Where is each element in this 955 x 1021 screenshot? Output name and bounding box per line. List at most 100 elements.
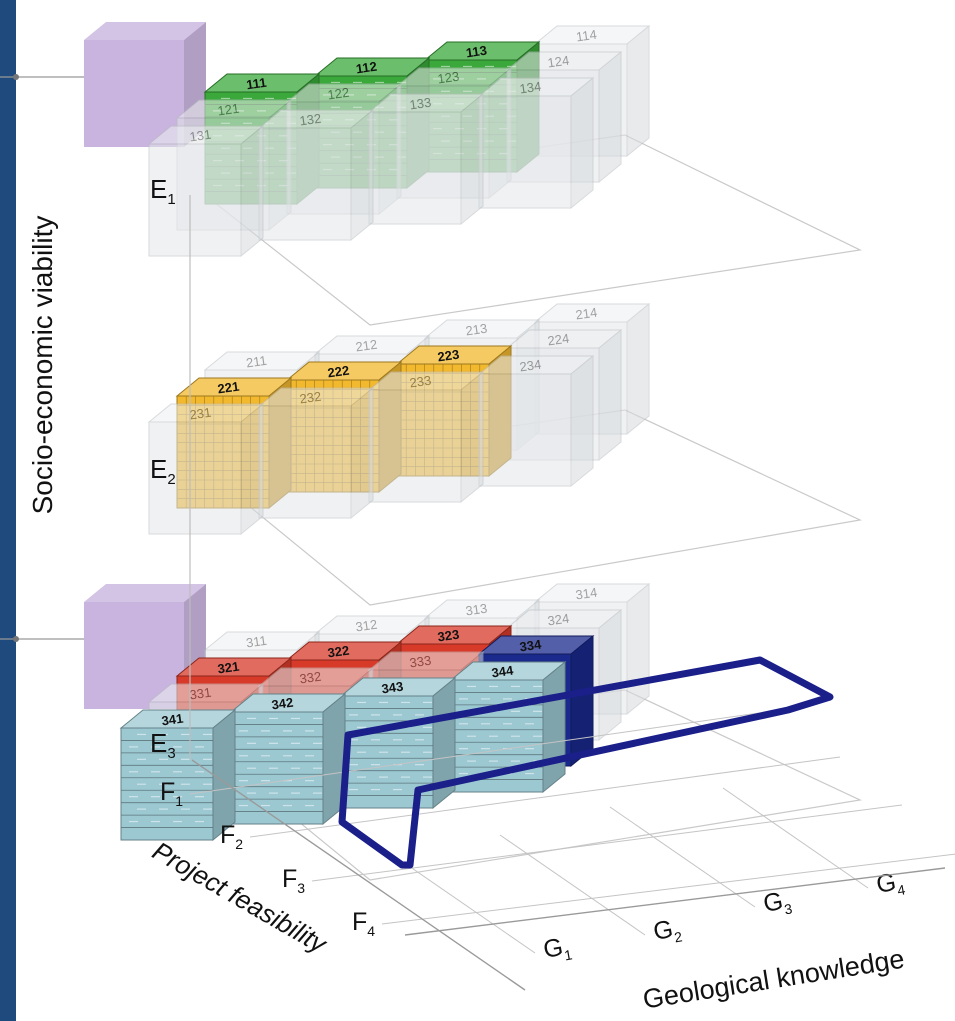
- cube-code-label: 112: [355, 59, 378, 77]
- tick-sub: 3: [297, 880, 305, 896]
- horizontal-axis-line: [404, 867, 946, 936]
- cube-side: [240, 402, 264, 536]
- cube-code-label: 211: [245, 353, 268, 371]
- cube-code-label: 234: [519, 357, 543, 375]
- cube-front: [258, 405, 352, 519]
- cube-side: [350, 108, 374, 242]
- horizontal-axis-title: Geological knowledge: [641, 944, 907, 1015]
- cube-code-label: 232: [299, 389, 323, 407]
- tick-sub: 2: [673, 928, 684, 945]
- tick-g1: G1: [541, 932, 573, 967]
- cube-code-label: 331: [189, 685, 213, 703]
- cube-code-label: 124: [547, 53, 571, 71]
- cube-code-label: 344: [491, 663, 515, 681]
- cube-front: [368, 389, 462, 503]
- cube-code-label: 131: [189, 127, 213, 145]
- depth-axis-line: [191, 759, 526, 991]
- tick-sub: 4: [367, 923, 375, 939]
- cube-132: 132: [257, 108, 375, 242]
- cube-side: [542, 660, 566, 794]
- depth-axis-title: Project feasibility: [148, 835, 334, 960]
- marker-cube-top: [0, 22, 206, 147]
- cube-side: [350, 386, 374, 520]
- cube-code-label: 113: [465, 43, 488, 61]
- cube-code-label: 341: [161, 711, 185, 729]
- tick-sub: 1: [175, 793, 183, 809]
- cube-code-label: 224: [547, 331, 571, 349]
- cube-code-label: 314: [575, 585, 599, 603]
- cube-side: [598, 608, 622, 742]
- tick-g4: G4: [874, 867, 906, 902]
- cube-side: [598, 50, 622, 184]
- cube-234: 234: [477, 354, 595, 488]
- cube-code-label: 332: [299, 669, 323, 687]
- cube-341: 341: [119, 708, 237, 842]
- cube-code-label: 213: [465, 321, 489, 339]
- cube-side: [626, 24, 650, 158]
- purple-top: [84, 22, 206, 40]
- cube-code-label: 321: [217, 659, 241, 677]
- cube-code-label: 114: [575, 27, 598, 45]
- g-gridline: [499, 834, 646, 936]
- cube-side: [570, 76, 594, 210]
- cube-code-label: 111: [245, 75, 267, 93]
- g-gridline: [389, 852, 536, 954]
- cube-front: [258, 127, 352, 241]
- leader-dot: [13, 636, 19, 642]
- cube-side: [598, 328, 622, 462]
- g-gridline: [609, 806, 756, 908]
- level-e2: 214 213 212 211 224 223 222 221 234 233 232 231: [147, 302, 862, 606]
- tick-f4: F4: [352, 908, 375, 939]
- cube-code-label: 221: [217, 379, 241, 397]
- cube-side: [460, 370, 484, 504]
- cube-code-label: 312: [355, 617, 379, 635]
- cube-code-label: 212: [355, 337, 379, 355]
- f-gridline: [381, 853, 955, 925]
- cube-code-label: 123: [437, 69, 461, 87]
- cube-side: [460, 92, 484, 226]
- vertical-axis-title: Socio-economic viability: [27, 216, 58, 515]
- f-gridline: [189, 709, 781, 795]
- highlight-outline: [338, 656, 834, 869]
- cube-code-label: 324: [547, 611, 571, 629]
- leader-dot: [13, 74, 19, 80]
- cube-code-label: 121: [217, 101, 241, 119]
- cube-code-label: 214: [575, 305, 599, 323]
- level-e1: 114 113 112 111 124 123 122 121 134 133 132 131: [147, 24, 862, 326]
- cube-code-label: 231: [189, 405, 213, 423]
- tick-sub: 1: [563, 946, 574, 963]
- tick-sub: 3: [783, 900, 794, 917]
- tick-f3: F3: [282, 865, 305, 896]
- cube-134: 134: [477, 76, 595, 210]
- cube-side: [626, 302, 650, 436]
- cube-code-label: 223: [437, 347, 461, 365]
- cube-231: 231: [147, 402, 265, 536]
- cube-code-label: 222: [327, 363, 351, 381]
- cube-code-label: 342: [271, 695, 295, 713]
- cube-front: [478, 95, 572, 209]
- tick-f2: F2: [220, 821, 243, 852]
- sidebar-strip: [0, 0, 16, 1021]
- cube-side: [626, 582, 650, 716]
- cube-342: 342: [229, 692, 347, 826]
- tick-sub: 3: [167, 745, 175, 762]
- cube-code-label: 313: [465, 601, 489, 619]
- cube-side: [570, 634, 594, 768]
- purple-front: [84, 602, 184, 709]
- cube-code-label: 323: [437, 627, 461, 645]
- cube-code-label: 132: [299, 111, 323, 129]
- cube-code-label: 233: [409, 373, 433, 391]
- tick-sub: 2: [235, 836, 243, 852]
- g-gridline: [722, 787, 869, 889]
- cube-code-label: 133: [409, 95, 433, 113]
- tick-sub: 2: [167, 471, 175, 488]
- cube-code-label: 334: [519, 637, 543, 655]
- tick-sub: 4: [896, 881, 907, 898]
- cube-side: [240, 124, 264, 258]
- purple-top: [84, 584, 206, 602]
- cube-131: 131: [147, 124, 265, 258]
- cube-code-label: 122: [327, 85, 351, 103]
- cube-232: 232: [257, 386, 375, 520]
